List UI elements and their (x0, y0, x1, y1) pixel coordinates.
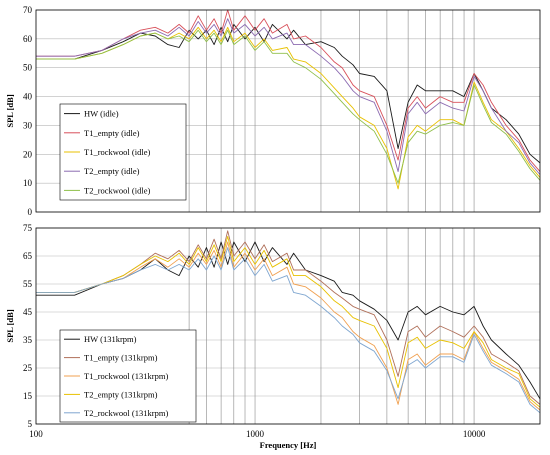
series-line-4 (36, 235, 541, 408)
legend-label: T2_empty (idle) (84, 166, 140, 176)
y-axis-title: SPL [dB] (5, 94, 15, 127)
series-line-3 (36, 241, 541, 411)
x-axis-title: Frequency [Hz] (260, 440, 317, 450)
x-tick-label: 1000 (246, 429, 265, 439)
legend: HW (131krpm) T1_empty (131krpm) T1_rockwoo… (59, 329, 197, 423)
y-tick-label: 60 (23, 34, 33, 44)
y-tick-label: 0 (28, 207, 33, 217)
y-tick-label: 70 (23, 5, 33, 15)
y-tick-label: 25 (23, 363, 33, 373)
series-line-2 (36, 230, 541, 405)
legend-label: T1_rockwool (131krpm) (84, 371, 168, 381)
legend-label: T2_rockwool (131krpm) (84, 408, 168, 418)
series-line-4 (36, 18, 541, 175)
legend-box (59, 103, 187, 201)
y-tick-label: 5 (28, 419, 33, 429)
legend: HW (idle) T1_empty (idle) T1_rockwool (idl… (59, 103, 187, 201)
y-tick-label: 40 (23, 92, 33, 102)
legend-label: T1_empty (131krpm) (84, 353, 158, 363)
y-tick-label: 65 (23, 251, 33, 261)
x-tick-label: 100 (29, 429, 43, 439)
y-tick-label: 45 (23, 307, 33, 317)
y-axis-title: SPL [dB] (5, 309, 15, 342)
y-tick-label: 35 (23, 335, 33, 345)
series-line-5 (36, 29, 541, 184)
y-tick-label: 75 (23, 223, 33, 233)
series-line-5 (36, 247, 541, 414)
legend-label: T2_rockwool (idle) (84, 185, 150, 195)
top-chart-panel: 0 10 20 30 40 50 60 70 SPL [dB] HW (idle) T1_empty… (5, 5, 541, 217)
plot-frame (35, 227, 541, 425)
x-tick-label: 10000 (463, 429, 486, 439)
y-tick-label: 55 (23, 279, 33, 289)
legend-label: T1_empty (idle) (84, 128, 140, 138)
legend-label: HW (131krpm) (84, 334, 137, 344)
legend-label: HW (idle) (84, 109, 119, 119)
plot-frame (35, 9, 541, 213)
legend-label: T1_rockwool (idle) (84, 147, 150, 157)
y-tick-label: 15 (23, 391, 33, 401)
bottom-chart-panel: 5 15 25 35 45 55 65 75 100 1000 10000 SPL [dB] Frequ… (5, 223, 541, 450)
y-tick-label: 50 (23, 63, 33, 73)
y-tick-label: 10 (23, 178, 33, 188)
legend-box (59, 329, 197, 423)
series-line-2 (36, 9, 541, 172)
y-tick-label: 20 (23, 149, 33, 159)
legend-label: T2_empty (131krpm) (84, 389, 158, 399)
y-tick-label: 30 (23, 120, 33, 130)
